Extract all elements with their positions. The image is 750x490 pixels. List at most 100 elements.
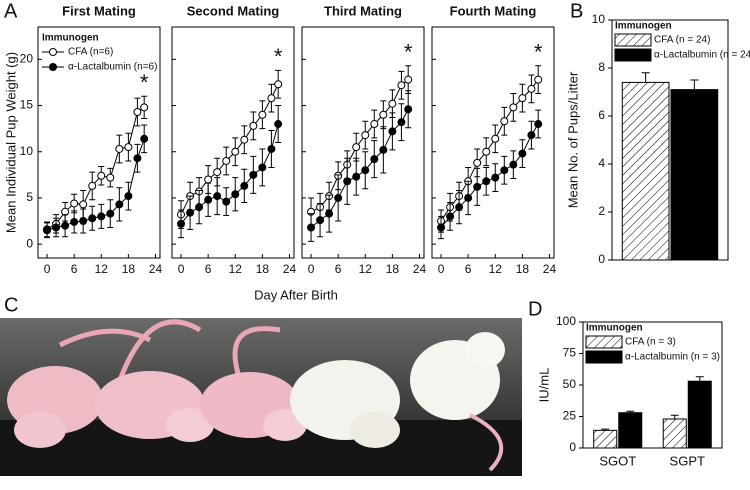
error-bar	[670, 414, 679, 420]
annotation: *	[140, 70, 149, 95]
marker	[240, 135, 249, 144]
marker	[258, 163, 267, 172]
error-bar	[690, 79, 699, 90]
marker	[258, 110, 267, 119]
marker	[500, 166, 509, 175]
marker	[274, 120, 283, 129]
marker	[307, 223, 316, 232]
annotation: *	[404, 40, 413, 65]
y-tick-label: 0	[26, 236, 33, 250]
error-bar	[641, 72, 650, 83]
marker	[106, 173, 115, 182]
marker	[370, 155, 379, 164]
marker	[518, 149, 527, 158]
bar	[621, 81, 670, 261]
marker	[52, 223, 61, 232]
y-tick-label: 10	[20, 144, 34, 158]
marker	[231, 190, 240, 199]
marker	[97, 171, 106, 180]
marker	[177, 219, 186, 228]
x-tick-label: SGPT	[670, 453, 705, 468]
y-tick-label: 25	[563, 409, 577, 423]
marker	[249, 170, 258, 179]
marker	[140, 134, 149, 143]
annotation: *	[274, 44, 283, 69]
legend-swatch	[585, 335, 623, 349]
y-tick-label: 5	[26, 190, 33, 204]
marker	[70, 217, 79, 226]
legend-label: CFA (n=6)	[68, 47, 113, 58]
x-tick-label: 24	[283, 262, 297, 276]
marker	[115, 144, 124, 153]
legend-title: Immunogen	[615, 21, 672, 32]
chart-title: Second Mating	[187, 3, 280, 18]
marker	[464, 193, 473, 202]
chart-title: Third Mating	[324, 3, 402, 18]
bar	[593, 429, 618, 449]
bar	[687, 380, 712, 449]
marker	[404, 75, 413, 84]
y-tick-label: 2	[598, 204, 605, 218]
marker	[455, 203, 464, 212]
marker	[534, 120, 543, 129]
marker	[43, 226, 52, 235]
marker	[316, 216, 325, 225]
panel-label: B	[570, 0, 583, 22]
marker	[195, 203, 204, 212]
y-tick-label: 10	[592, 12, 606, 26]
marker	[491, 134, 500, 143]
marker	[491, 173, 500, 182]
marker	[352, 143, 361, 152]
y-tick-label: 75	[563, 346, 577, 360]
marker	[388, 127, 397, 136]
y-tick-label: 8	[598, 60, 605, 74]
x-tick-label: 0	[44, 262, 51, 276]
x-tick-label: 6	[205, 262, 212, 276]
marker	[343, 177, 352, 186]
marker	[500, 117, 509, 126]
marker	[397, 118, 406, 127]
x-tick-label: 18	[122, 262, 136, 276]
legend-label: CFA (n = 3)	[625, 337, 676, 348]
marker	[518, 94, 527, 103]
marker	[509, 160, 518, 169]
marker	[274, 80, 283, 89]
x-tick-label: 18	[256, 262, 270, 276]
marker	[186, 208, 195, 217]
legend-swatch	[585, 350, 623, 364]
plot-frame	[171, 26, 295, 259]
marker	[267, 144, 276, 153]
chart-title: First Mating	[62, 3, 136, 18]
x-tick-label: 6	[465, 262, 472, 276]
marker	[70, 199, 79, 208]
marker	[473, 182, 482, 191]
legend-label: CFA (n = 24)	[654, 35, 710, 46]
marker	[79, 217, 88, 226]
plot-frame	[611, 19, 729, 261]
x-tick-label: 6	[335, 262, 342, 276]
panel-label: C	[4, 294, 18, 316]
marker	[115, 200, 124, 209]
x-tick-label: 24	[149, 262, 163, 276]
marker	[124, 192, 133, 201]
marker	[61, 221, 70, 230]
y-tick-label: 4	[598, 156, 605, 170]
marker	[509, 103, 518, 112]
marker	[204, 195, 213, 204]
marker	[140, 103, 149, 112]
marker	[437, 223, 446, 232]
marker	[133, 108, 142, 117]
plot-frame	[301, 26, 425, 259]
marker	[534, 75, 543, 84]
marker	[222, 197, 231, 206]
marker	[527, 84, 536, 93]
marker	[482, 147, 491, 156]
marker	[334, 193, 343, 202]
marker	[88, 214, 97, 223]
legend-title: Immunogen	[42, 33, 99, 44]
marker	[106, 209, 115, 218]
plot-frame	[37, 26, 161, 259]
bar	[618, 412, 643, 449]
marker	[124, 143, 133, 152]
legend-swatch	[614, 33, 652, 47]
